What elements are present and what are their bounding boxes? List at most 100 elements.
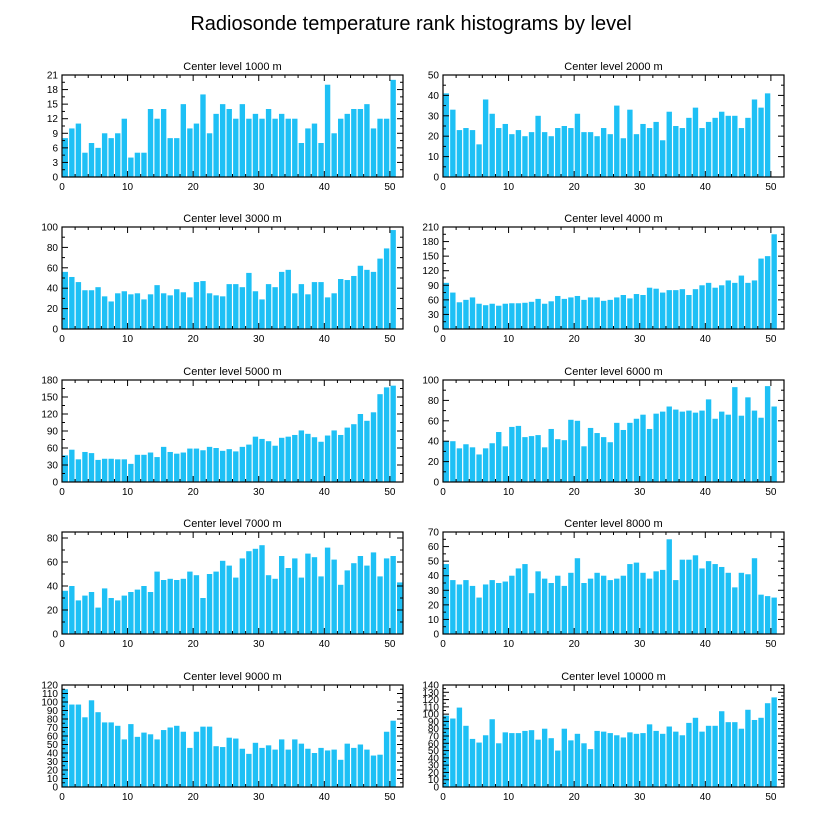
bar — [193, 448, 200, 482]
y-tick-label: 20 — [47, 606, 59, 617]
y-tick-label: 100 — [422, 376, 439, 387]
bar — [95, 712, 101, 787]
bar — [600, 575, 607, 634]
y-tick-label: 18 — [47, 85, 59, 96]
y-tick-label: 40 — [47, 582, 59, 593]
bar — [443, 282, 449, 329]
bar — [134, 152, 141, 177]
x-tick-label: 10 — [122, 182, 134, 193]
bar — [180, 578, 187, 634]
bar — [233, 577, 239, 634]
bar — [324, 435, 331, 482]
y-tick-label: 20 — [47, 766, 59, 777]
x-tick-label: 40 — [319, 792, 331, 803]
bar — [252, 113, 259, 177]
bar — [154, 739, 160, 787]
y-tick-label: 0 — [433, 173, 439, 184]
bar — [555, 750, 561, 787]
bar — [233, 738, 239, 787]
bar — [502, 123, 508, 177]
y-tick-label: 80 — [47, 715, 59, 726]
bar — [555, 575, 561, 634]
bar — [278, 271, 285, 329]
bar — [594, 572, 600, 634]
bar — [200, 281, 206, 329]
x-tick-label: 50 — [765, 487, 777, 498]
bar — [705, 399, 712, 482]
bar — [292, 558, 298, 634]
bar — [771, 234, 777, 329]
y-tick-label: 40 — [428, 91, 440, 102]
bar — [344, 570, 350, 634]
bar — [463, 444, 469, 482]
x-tick-label: 10 — [503, 792, 515, 803]
bar — [581, 583, 587, 634]
bar — [259, 747, 265, 787]
bar — [187, 297, 193, 329]
bar — [548, 583, 554, 634]
bar — [705, 725, 712, 787]
bar — [489, 443, 495, 482]
x-tick-label: 10 — [122, 334, 134, 345]
bar — [370, 755, 377, 787]
bar — [213, 113, 219, 177]
bar — [528, 301, 535, 329]
bar — [383, 118, 390, 177]
bar — [719, 566, 725, 634]
bar — [764, 386, 771, 482]
bar — [95, 607, 101, 634]
bar — [522, 564, 528, 634]
bar — [522, 437, 528, 482]
bar — [311, 557, 318, 634]
bar — [324, 547, 331, 634]
bar — [383, 248, 390, 329]
y-tick-label: 60 — [47, 558, 59, 569]
bar — [758, 258, 764, 329]
bar — [252, 742, 259, 787]
bar — [456, 707, 463, 787]
bar — [134, 293, 141, 329]
y-tick-label: 0 — [52, 325, 58, 336]
x-tick-label: 0 — [440, 487, 446, 498]
bar — [259, 545, 265, 634]
panel-center-level-10000-m: Center level 10000 m0 10 20 30 40 50010203040… — [422, 671, 785, 803]
bar — [219, 104, 226, 177]
bar — [318, 143, 324, 177]
x-tick-label: 40 — [700, 487, 712, 498]
bar — [614, 735, 620, 787]
bar — [732, 115, 738, 177]
bar — [377, 754, 383, 787]
bar — [115, 600, 121, 634]
x-tick-label: 40 — [319, 182, 331, 193]
bar — [351, 747, 357, 787]
bar — [469, 297, 476, 329]
bar — [69, 449, 75, 482]
bar — [180, 452, 187, 482]
bar — [666, 726, 672, 787]
bar — [298, 430, 305, 482]
bar — [614, 297, 620, 329]
y-tick-label: 60 — [428, 416, 440, 427]
y-tick-label: 10 — [47, 774, 59, 785]
bar — [134, 736, 141, 787]
bar — [771, 597, 777, 634]
bar — [82, 595, 88, 634]
bar — [659, 733, 666, 787]
y-tick-label: 140 — [422, 681, 439, 692]
y-tick-label: 150 — [41, 393, 58, 404]
panel-title: Center level 3000 m — [183, 213, 281, 225]
bar — [725, 414, 731, 482]
x-tick-label: 30 — [634, 334, 646, 345]
panel-title: Center level 9000 m — [183, 671, 281, 683]
bar — [193, 123, 200, 177]
bar — [278, 437, 285, 482]
bar — [640, 733, 646, 787]
y-tick-label: 40 — [428, 753, 440, 764]
bar — [101, 296, 108, 329]
bar — [121, 118, 127, 177]
bar — [285, 436, 291, 482]
bar — [147, 592, 154, 634]
bar — [633, 733, 640, 787]
x-tick-label: 0 — [440, 334, 446, 345]
